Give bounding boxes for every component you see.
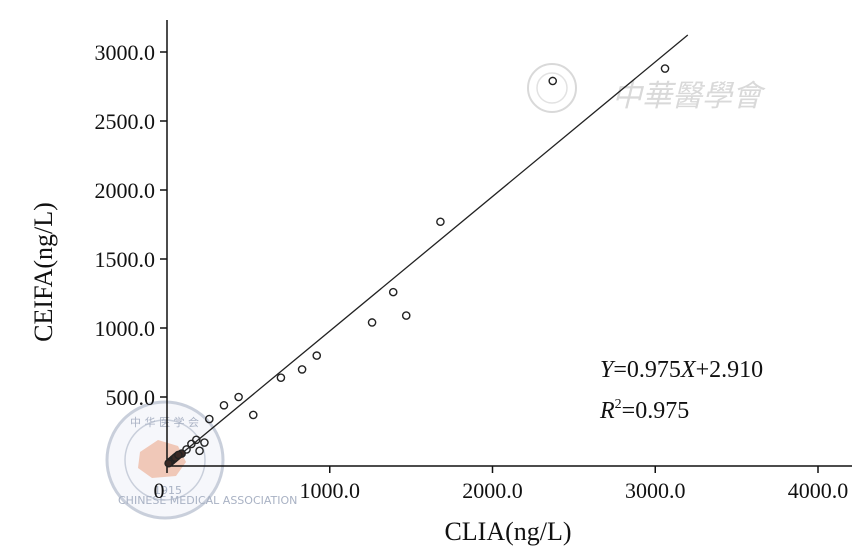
seal-text-bottom: CHINESE MEDICAL ASSOCIATION bbox=[118, 494, 297, 507]
seal-text-top: 中 华 医 学 会 bbox=[130, 415, 199, 429]
x-tick-label: 3000.0 bbox=[625, 478, 686, 503]
y-tick-label: 1000.0 bbox=[95, 316, 156, 341]
watermark-top-right: 中華醫學會 bbox=[527, 63, 766, 114]
scatter-point bbox=[187, 439, 196, 449]
y-tick-label: 1500.0 bbox=[95, 247, 156, 272]
x-tick-label: 0 bbox=[154, 478, 165, 503]
x-tick-label: 4000.0 bbox=[788, 478, 849, 503]
y-tick-label: 500.0 bbox=[106, 385, 156, 410]
watermark-text: 中華醫學會 bbox=[612, 79, 766, 114]
y-tick-label: 2000.0 bbox=[95, 178, 156, 203]
x-axis-ticks: 0 1000.0 2000.0 3000.0 4000.0 bbox=[154, 466, 849, 503]
scatter-points bbox=[164, 64, 670, 468]
scatter-point bbox=[200, 438, 209, 447]
y-tick-label: 3000.0 bbox=[95, 40, 156, 65]
y-tick-label: 2500.0 bbox=[95, 109, 156, 134]
regression-line bbox=[166, 34, 689, 467]
scatter-point bbox=[367, 318, 377, 327]
seal-map-icon bbox=[138, 440, 186, 478]
scatter-point bbox=[388, 287, 398, 297]
x-tick-label: 2000.0 bbox=[462, 478, 523, 503]
scatter-point bbox=[205, 414, 214, 424]
seal-watermark: 中 华 医 学 会 CHINESE MEDICAL ASSOCIATION 19… bbox=[105, 400, 297, 520]
scatter-point bbox=[312, 351, 322, 360]
scatter-point bbox=[436, 217, 445, 227]
y-axis-ticks: 500.0 1000.0 1500.0 2000.0 2500.0 3000.0 bbox=[95, 40, 167, 410]
scatter-point bbox=[174, 450, 183, 460]
scatter-point bbox=[234, 392, 243, 402]
scatter-point bbox=[219, 400, 229, 410]
regression-equation: Y=0.975X+2.910 bbox=[600, 357, 763, 383]
scatter-point bbox=[195, 446, 204, 456]
x-axis-title: CLIA(ng/L) bbox=[444, 517, 571, 546]
y-axis-title: CEIFA(ng/L) bbox=[29, 202, 58, 342]
scatter-point bbox=[191, 435, 201, 445]
x-tick-label: 1000.0 bbox=[300, 478, 361, 503]
r-squared-annotation: R2=0.975 bbox=[599, 397, 689, 424]
watermark-logo-icon bbox=[527, 63, 577, 113]
scatter-point bbox=[660, 64, 670, 73]
scatter-point bbox=[401, 311, 411, 320]
scatter-point bbox=[548, 76, 558, 86]
scatter-point bbox=[182, 445, 191, 454]
scatter-point bbox=[276, 373, 286, 382]
seal-year: 1915 bbox=[154, 484, 182, 497]
scatter-point bbox=[164, 458, 173, 468]
scatter-point bbox=[248, 410, 258, 420]
scatter-point bbox=[297, 365, 307, 374]
